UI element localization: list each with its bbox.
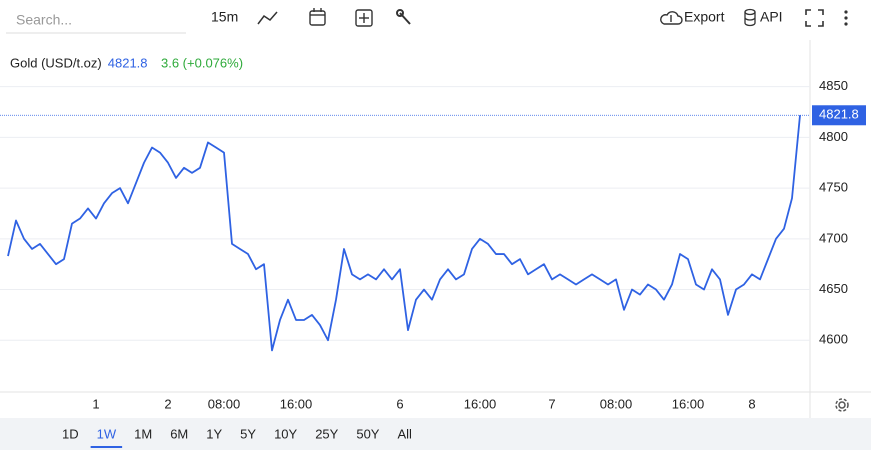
fullscreen-icon[interactable]: [805, 9, 824, 27]
last-price-label: 4821.8: [819, 107, 859, 122]
range-bar: [0, 418, 871, 450]
export-button[interactable]: Export: [684, 9, 725, 25]
x-tick-label: 1: [92, 396, 99, 411]
x-tick-label: 16:00: [280, 396, 313, 411]
price-line: [7, 115, 801, 352]
x-tick-label: 08:00: [208, 396, 241, 411]
search-placeholder: Search...: [16, 12, 72, 28]
series-name: Gold (USD/t.oz): [10, 55, 102, 70]
range-button[interactable]: 1Y: [206, 426, 222, 441]
last-price-badge: [812, 105, 866, 126]
range-button[interactable]: 6M: [170, 426, 188, 441]
api-icon[interactable]: [744, 8, 756, 27]
range-button[interactable]: 10Y: [274, 426, 297, 441]
range-button[interactable]: 50Y: [356, 426, 379, 441]
x-tick-label: 16:00: [464, 396, 497, 411]
x-tick-label: 2: [164, 396, 171, 411]
y-tick-label: 4600: [819, 332, 848, 347]
y-tick-label: 4850: [819, 78, 848, 93]
y-tick-label: 4750: [819, 180, 848, 195]
x-tick-label: 7: [548, 396, 555, 411]
x-tick-label: 08:00: [600, 396, 633, 411]
add-indicator-icon[interactable]: [355, 9, 373, 27]
search-box[interactable]: [6, 6, 186, 34]
range-button[interactable]: 25Y: [315, 426, 338, 441]
range-button[interactable]: 1M: [134, 426, 152, 441]
y-tick-label: 4650: [819, 281, 848, 296]
x-tick-label: 8: [748, 396, 755, 411]
range-button[interactable]: 1D: [62, 426, 79, 441]
interval-button[interactable]: 15m: [211, 9, 238, 25]
range-button[interactable]: 5Y: [240, 426, 256, 441]
range-button[interactable]: 1W: [97, 426, 117, 441]
x-tick-label: 16:00: [672, 396, 705, 411]
x-tick-label: 6: [396, 396, 403, 411]
chart-type-icon[interactable]: [257, 11, 278, 25]
tools-icon[interactable]: [396, 9, 411, 25]
calendar-icon[interactable]: [309, 8, 326, 26]
price: 4821.8: [108, 55, 148, 70]
y-tick-label: 4800: [819, 129, 848, 144]
api-button[interactable]: API: [760, 9, 783, 25]
range-button[interactable]: All: [397, 426, 412, 441]
price-change: 3.6 (+0.076%): [161, 55, 243, 70]
settings-icon[interactable]: [835, 398, 849, 412]
y-tick-label: 4700: [819, 230, 848, 245]
menu-icon[interactable]: [844, 10, 848, 26]
export-icon[interactable]: [660, 11, 683, 25]
